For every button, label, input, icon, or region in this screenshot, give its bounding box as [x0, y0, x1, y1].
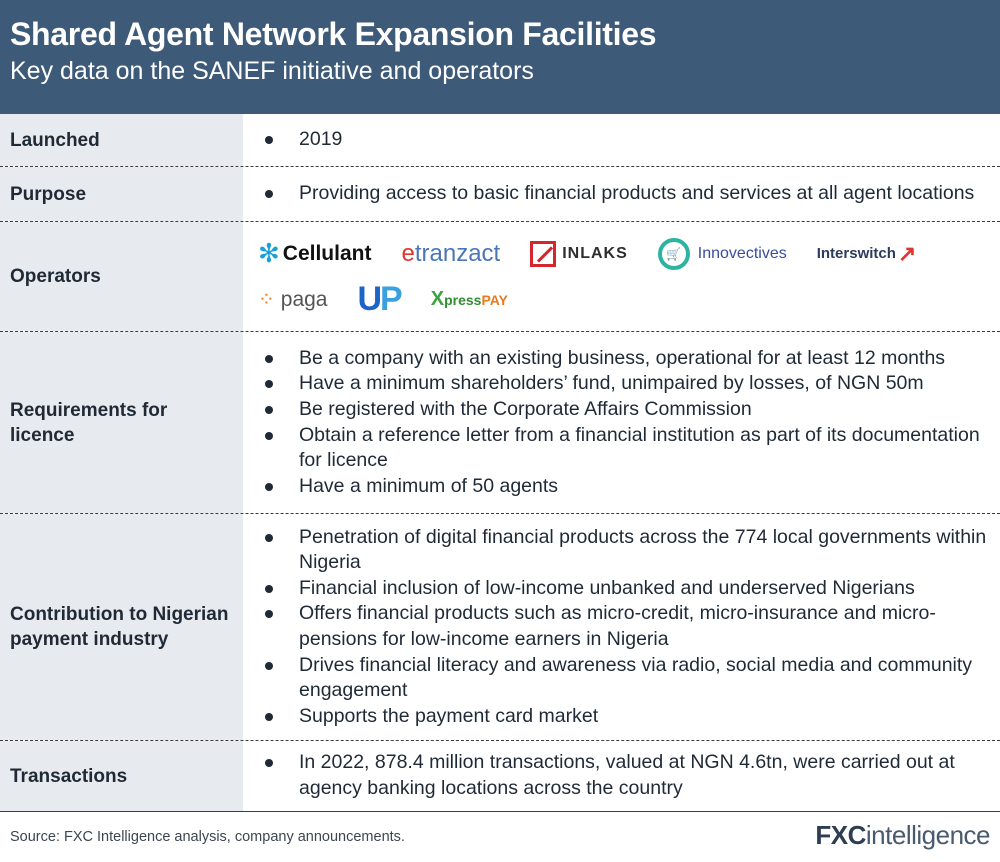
- bullet-item: Be registered with the Corporate Affairs…: [263, 397, 990, 423]
- row-label: Transactions: [0, 741, 243, 811]
- row-transactions: Transactions In 2022, 878.4 million tran…: [0, 741, 1000, 812]
- interswitch-logo: Interswitch ↗: [816, 240, 917, 266]
- row-label: Purpose: [0, 167, 243, 221]
- row-requirements: Requirements for licence Be a company wi…: [0, 332, 1000, 514]
- row-content: Providing access to basic financial prod…: [243, 167, 1000, 221]
- inlaks-mark-icon: [530, 240, 557, 267]
- info-table: Launched 2019 Purpose Providing access t…: [0, 114, 1000, 812]
- row-launched: Launched 2019: [0, 114, 1000, 167]
- row-content: Be a company with an existing business, …: [243, 332, 1000, 513]
- bullet-item: Be a company with an existing business, …: [263, 346, 990, 372]
- row-label: Requirements for licence: [0, 332, 243, 513]
- up-logo: UP: [357, 280, 402, 318]
- row-label: Contribution to Nigerian payment industr…: [0, 514, 243, 740]
- bullet-item: Financial inclusion of low-income unbank…: [263, 576, 990, 602]
- operator-logos: ✻ Cellulant e tranzact INLAKS 🛒 Innovecti…: [243, 222, 1000, 331]
- row-contribution: Contribution to Nigerian payment industr…: [0, 514, 1000, 741]
- bullet-item: Drives financial literacy and awareness …: [263, 653, 990, 704]
- snowflake-icon: ✻: [258, 238, 280, 268]
- etranzact-logo: e tranzact: [401, 239, 501, 267]
- bullet-item: Supports the payment card market: [263, 704, 990, 730]
- cellulant-logo: ✻ Cellulant: [258, 238, 372, 268]
- row-content: In 2022, 878.4 million transactions, val…: [243, 741, 1000, 811]
- bullet-item: Have a minimum shareholders’ fund, unimp…: [263, 371, 990, 397]
- inlaks-logo: INLAKS: [530, 231, 628, 277]
- bullet-item: Obtain a reference letter from a financi…: [263, 423, 990, 474]
- bullet-item: Providing access to basic financial prod…: [263, 181, 990, 207]
- dots-ring-icon: ⁘: [258, 289, 275, 311]
- row-label: Operators: [0, 222, 243, 331]
- page-title: Shared Agent Network Expansion Facilitie…: [10, 16, 657, 52]
- row-content: 2019: [243, 114, 1000, 166]
- row-operators: Operators ✻ Cellulant e tranzact INLAKS 🛒…: [0, 222, 1000, 332]
- row-label: Launched: [0, 114, 243, 166]
- cart-icon: 🛒: [657, 237, 690, 270]
- footer: Source: FXC Intelligence analysis, compa…: [0, 820, 1000, 862]
- header-banner: Shared Agent Network Expansion Facilitie…: [0, 0, 1000, 114]
- row-content: Penetration of digital financial product…: [243, 514, 1000, 740]
- page-subtitle: Key data on the SANEF initiative and ope…: [10, 57, 534, 85]
- innovectives-logo: 🛒 Innovectives: [657, 231, 787, 277]
- row-purpose: Purpose Providing access to basic financ…: [0, 167, 1000, 222]
- bullet-item: Have a minimum of 50 agents: [263, 474, 990, 500]
- interswitch-mark-icon: ↗: [897, 240, 917, 266]
- bullet-item: In 2022, 878.4 million transactions, val…: [263, 750, 990, 801]
- bullet-item: Offers financial products such as micro-…: [263, 601, 990, 652]
- paga-logo: ⁘ paga: [258, 287, 328, 312]
- bullet-item: 2019: [263, 127, 990, 153]
- source-note: Source: FXC Intelligence analysis, compa…: [10, 829, 405, 845]
- bullet-item: Penetration of digital financial product…: [263, 525, 990, 576]
- fxc-intelligence-logo: FXCintelligence: [815, 820, 990, 850]
